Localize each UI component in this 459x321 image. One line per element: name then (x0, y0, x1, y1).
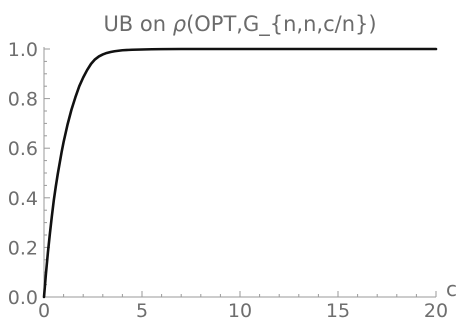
x-tick-label: 10 (228, 300, 252, 321)
y-tick-label: 0.4 (8, 188, 38, 210)
x-tick-label: 0 (38, 300, 50, 321)
y-tick-label: 0.8 (8, 89, 38, 111)
series-line-1 (42, 47, 438, 299)
y-tick-label: 0.6 (8, 138, 38, 160)
x-ticks: 0 5 10 15 20 (38, 291, 448, 321)
y-tick-label: 1.0 (8, 39, 38, 61)
chart-title-suffix: (OPT,G_{n,n,c/n}) (186, 12, 376, 37)
x-tick-label: 15 (326, 300, 350, 321)
plot-area (42, 47, 438, 299)
x-tick-label: 20 (424, 300, 448, 321)
chart-title-rho: ρ (173, 12, 187, 36)
y-ticks: 0.0 0.2 0.4 0.6 0.8 1.0 (8, 39, 50, 309)
x-axis-label: c (446, 277, 457, 301)
y-tick-label: 0.2 (8, 237, 38, 259)
axes (43, 47, 436, 298)
chart-title-prefix: UB on (103, 12, 172, 36)
y-tick-label: 0.0 (8, 287, 38, 309)
chart-title: UB on ρ(OPT,G_{n,n,c/n}) (103, 12, 376, 37)
x-tick-label: 5 (136, 300, 148, 321)
